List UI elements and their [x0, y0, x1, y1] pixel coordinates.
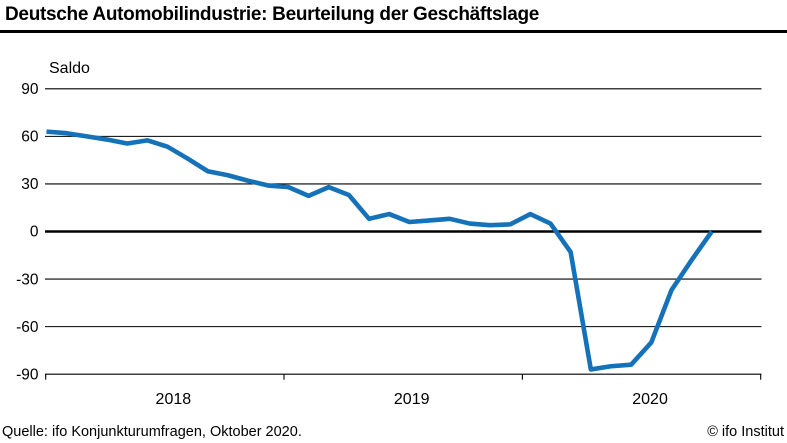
y-axis-unit-label: Saldo — [49, 60, 90, 77]
copyright-note: © ifo Institut — [707, 424, 784, 440]
y-axis-tick-label: 90 — [21, 81, 39, 98]
y-axis-tick-label: -90 — [16, 366, 39, 383]
y-axis-tick-label: -60 — [16, 319, 39, 336]
x-axis-year-label: 2018 — [156, 391, 192, 408]
y-axis-tick-label: -30 — [16, 271, 39, 288]
y-axis-tick-label: 60 — [21, 129, 39, 146]
chart-footer: Quelle: ifo Konjunkturumfragen, Oktober … — [0, 424, 787, 441]
y-axis-tick-label: 30 — [21, 176, 39, 193]
chart-title: Deutsche Automobilindustrie: Beurteilung… — [5, 4, 540, 25]
chart-header: Deutsche Automobilindustrie: Beurteilung… — [0, 0, 787, 33]
x-axis-year-label: 2020 — [632, 391, 668, 408]
source-note: Quelle: ifo Konjunkturumfragen, Oktober … — [2, 424, 302, 440]
saldo-line-series — [46, 129, 714, 372]
x-axis-year-label: 2019 — [394, 391, 430, 408]
y-axis-tick-label: 0 — [30, 224, 39, 241]
